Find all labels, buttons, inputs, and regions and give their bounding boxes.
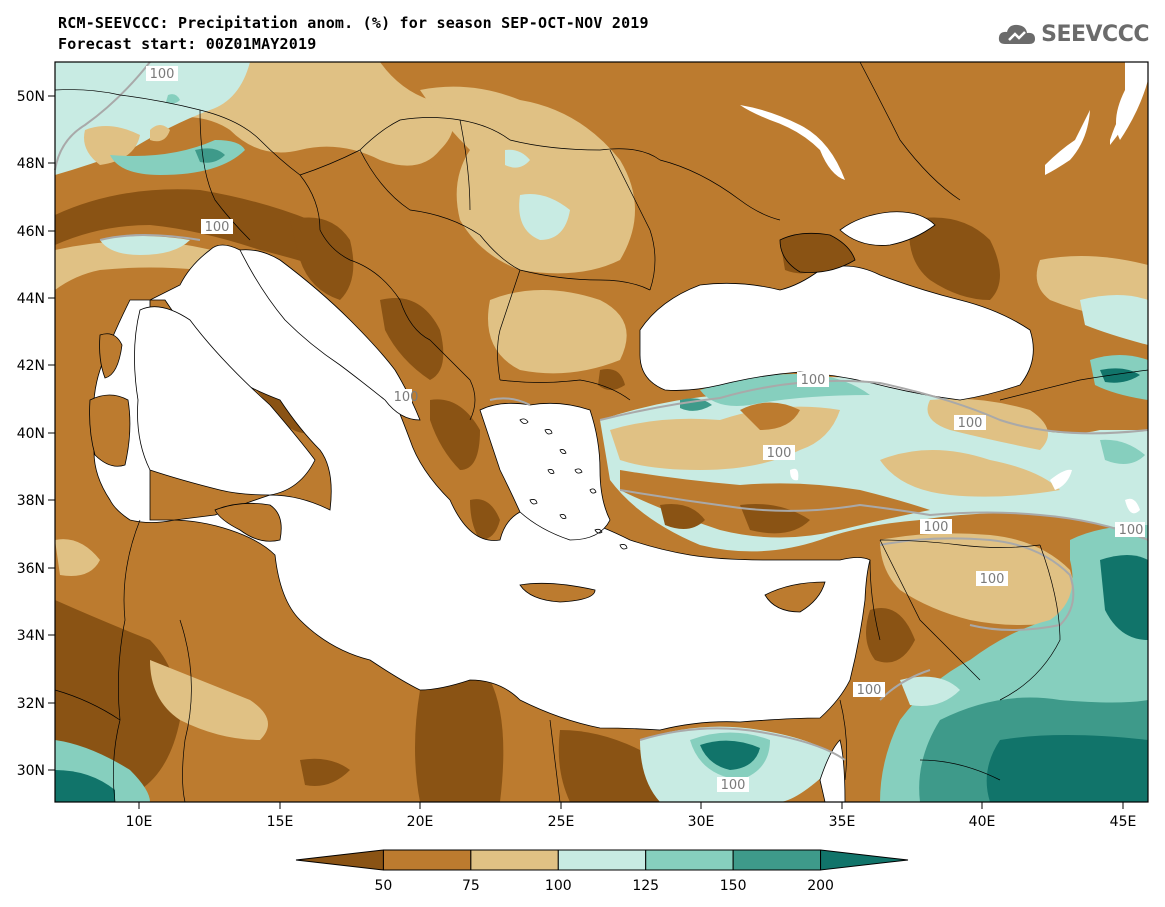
lat-label-48n: 48N [17, 156, 45, 172]
legend-color-box [557, 849, 647, 871]
legend-color-box [295, 849, 384, 871]
legend-tick-label: 200 [807, 878, 834, 894]
lat-label-44n: 44N [17, 291, 45, 307]
lakes [740, 75, 1148, 514]
lat-label-42n: 42N [17, 358, 45, 374]
logo-text: SEEVCCC [1041, 21, 1149, 47]
contour-label: 100 [721, 778, 746, 793]
legend-color-box [820, 849, 909, 871]
lon-label-25e: 25E [548, 814, 575, 830]
legend-tick-label: 125 [632, 878, 659, 894]
map-title: RCM-SEEVCCC: Precipitation anom. (%) for… [58, 14, 649, 32]
sea-mask [92, 60, 1148, 803]
contour-label: 100 [767, 446, 792, 461]
longitude-axis [138, 802, 1124, 809]
legend-color-box [645, 849, 734, 871]
contour-label: 100 [958, 416, 983, 431]
lon-label-20e: 20E [407, 814, 434, 830]
contour-labels: 100 100 100 100 100 100 100 100 100 100 … [146, 66, 1145, 793]
lat-label-30n: 30N [17, 763, 45, 779]
contour-label: 100 [205, 220, 230, 235]
contour-100-lines [54, 61, 1149, 761]
legend-tick-label: 75 [462, 878, 480, 894]
aegean-islands [519, 418, 628, 550]
legend-color-box [732, 849, 822, 871]
lat-label-40n: 40N [17, 426, 45, 442]
seevccc-logo: SEEVCCC [997, 20, 1149, 48]
forecast-start-label: Forecast start: 00Z01MAY2019 [58, 35, 317, 53]
contour-label: 100 [857, 683, 882, 698]
islands [89, 333, 826, 613]
legend-color-box [470, 849, 559, 871]
cloud-icon [999, 24, 1036, 44]
contour-label: 100 [924, 520, 949, 535]
country-borders [54, 61, 1149, 803]
lon-label-35e: 35E [829, 814, 856, 830]
legend-color-box [382, 849, 472, 871]
lat-label-34n: 34N [17, 628, 45, 644]
contour-label: 100 [1119, 523, 1144, 538]
lon-label-10e: 10E [126, 814, 153, 830]
lon-label-40e: 40E [969, 814, 996, 830]
map-frame [54, 61, 1149, 803]
contour-label: 100 [150, 67, 175, 82]
contour-label: 100 [980, 572, 1005, 587]
legend-tick-label: 50 [375, 878, 393, 894]
longitude-labels: 10E 15E 20E 25E 30E 35E 40E 45E [126, 814, 1137, 830]
color-legend: 50 75 100 125 150 200 [295, 849, 909, 894]
lat-label-32n: 32N [17, 696, 45, 712]
legend-tick-label: 150 [720, 878, 747, 894]
legend-tick-label: 100 [545, 878, 572, 894]
contour-label: 100 [394, 390, 419, 405]
lon-label-15e: 15E [267, 814, 294, 830]
lon-label-30e: 30E [688, 814, 715, 830]
lon-label-45e: 45E [1110, 814, 1137, 830]
lat-label-46n: 46N [17, 224, 45, 240]
lat-label-50n: 50N [17, 89, 45, 105]
contour-label: 100 [801, 373, 826, 388]
lat-label-36n: 36N [17, 561, 45, 577]
latitude-axis [48, 95, 55, 771]
lat-label-38n: 38N [17, 493, 45, 509]
latitude-labels: 50N 48N 46N 44N 42N 40N 38N 36N 34N 32N … [17, 89, 45, 779]
